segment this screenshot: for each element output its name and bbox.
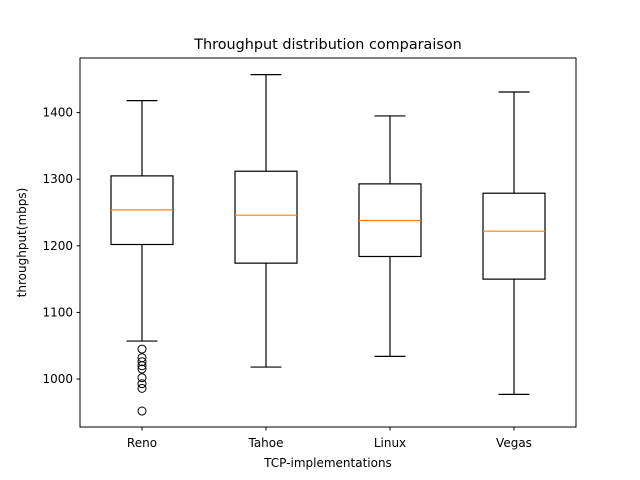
- box-tahoe: [234, 170, 298, 264]
- outlier-point-reno: [137, 357, 147, 367]
- outlier-point-reno: [137, 383, 147, 393]
- box-vegas: [482, 192, 546, 280]
- y-tick-label: 1200: [42, 239, 73, 253]
- axes-frame: [79, 57, 577, 428]
- plot-area: 1000 1100 1200 1300 1400 Reno Tahoe Linux Vegas: [42, 74, 546, 450]
- y-tick-label: 1100: [42, 305, 73, 319]
- y-tick-label: 1400: [42, 106, 73, 120]
- outlier-point-reno: [137, 344, 147, 354]
- outlier-point-reno: [137, 361, 147, 371]
- chart-title: Throughput distribution comparaison: [193, 37, 462, 53]
- x-tick-label: Tahoe: [247, 436, 283, 450]
- x-tick-label: Linux: [374, 436, 406, 450]
- y-axis-label: throughput(mbps): [15, 188, 29, 298]
- outlier-point-reno: [137, 406, 147, 416]
- outlier-point-reno: [137, 364, 147, 374]
- x-tick-label: Reno: [127, 436, 157, 450]
- outlier-point-reno: [137, 379, 147, 389]
- x-tick-label: Vegas: [496, 436, 532, 450]
- x-axis-label: TCP-implementations: [263, 456, 392, 470]
- outlier-point-reno: [137, 373, 147, 383]
- y-tick-label: 1300: [42, 172, 73, 186]
- y-tick-label: 1000: [42, 372, 73, 386]
